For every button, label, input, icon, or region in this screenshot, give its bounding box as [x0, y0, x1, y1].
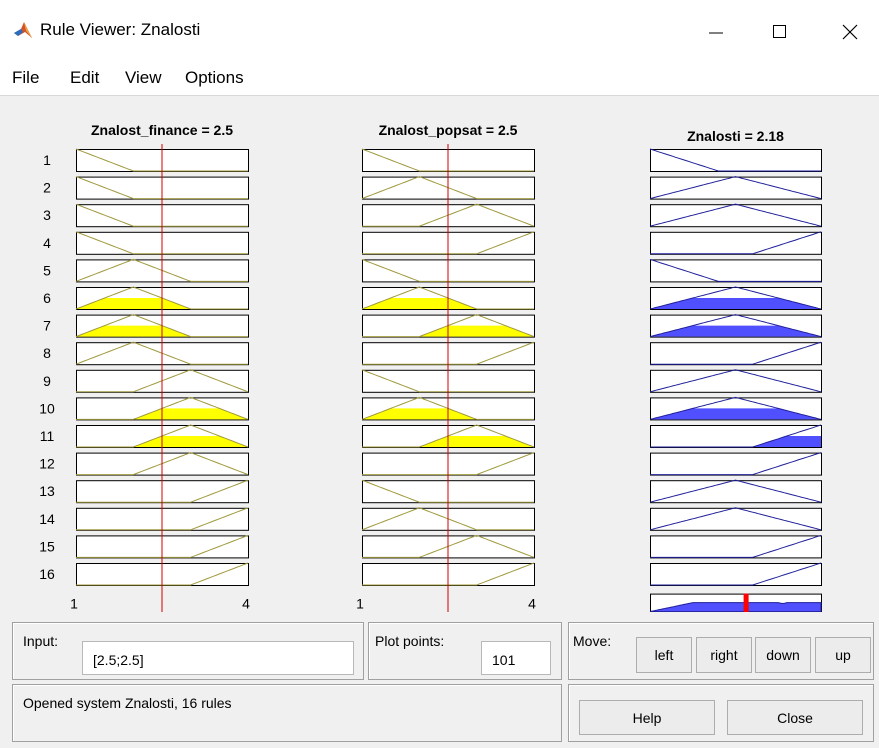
rule-output-mf-curve: [650, 562, 822, 586]
input2-axis-max: 4: [528, 596, 536, 612]
rule-number: 8: [43, 345, 51, 361]
rule-output-mf-curve: [650, 534, 822, 558]
menu-view[interactable]: View: [125, 68, 162, 87]
rule-output-mf-curve: [650, 424, 822, 448]
rule-output-mf-curve: [649, 314, 822, 338]
rule-number: 6: [43, 290, 51, 306]
menu-file[interactable]: File: [12, 68, 40, 87]
rule-number: 1: [43, 152, 51, 168]
rule-number: 3: [43, 207, 51, 223]
rule-output-box[interactable]: [650, 259, 822, 283]
rule-output-mf-curve: [649, 507, 822, 531]
input-field[interactable]: [2.5;2.5]: [82, 641, 354, 675]
minimize-button[interactable]: [693, 14, 739, 50]
rule-output-mf-curve: [649, 258, 821, 282]
output-value-marker: [743, 593, 749, 612]
rule-output-mf-curve: [650, 452, 822, 476]
rule-output-box[interactable]: [650, 342, 822, 366]
input2-title: Znalost_popsat = 2.5: [379, 122, 518, 138]
rule-number: 5: [43, 262, 51, 278]
input1-title: Znalost_finance = 2.5: [91, 122, 233, 138]
input1-axis-max: 4: [242, 596, 250, 612]
rule-output-mf-fill: [650, 298, 821, 309]
rule-number: 4: [43, 235, 51, 251]
input1-axis-min: 1: [70, 596, 78, 612]
plot-points-panel: Plot points: 101: [368, 622, 562, 680]
move-down-button[interactable]: down: [755, 637, 811, 673]
rule-output-box[interactable]: [650, 452, 822, 476]
close-button[interactable]: Close: [727, 700, 863, 735]
status-text: Opened system Znalosti, 16 rules: [23, 695, 232, 711]
rule-output-mf-curve: [649, 148, 821, 172]
status-panel: Opened system Znalosti, 16 rules: [12, 684, 562, 742]
menu-options[interactable]: Options: [185, 68, 244, 87]
rule-number: 7: [43, 318, 51, 334]
rule-output-mf-fill: [650, 325, 821, 337]
rule-output-mf-curve: [650, 341, 822, 365]
minimize-icon: [709, 32, 723, 34]
menu-bar: File Edit View Options: [0, 62, 879, 96]
rule-output-box[interactable]: [650, 507, 822, 531]
rule-output-box[interactable]: [650, 204, 822, 228]
rule-output-mf-curve: [649, 176, 822, 200]
aggregate-output-area: [649, 602, 822, 612]
rule-output-box[interactable]: [650, 480, 822, 504]
rule-output-box[interactable]: [650, 535, 822, 559]
rule-number: 11: [40, 428, 55, 444]
move-panel: Move: left right down up: [568, 622, 874, 680]
move-left-button[interactable]: left: [636, 637, 692, 673]
matlab-logo-icon: [14, 22, 32, 38]
window-title: Rule Viewer: Znalosti: [40, 20, 201, 39]
help-button[interactable]: Help: [579, 700, 715, 735]
plot-points-label: Plot points:: [375, 633, 445, 649]
rule-output-mf-fill: [650, 408, 821, 420]
input2-axis-min: 1: [356, 596, 364, 612]
menu-edit[interactable]: Edit: [70, 68, 100, 87]
move-label: Move:: [573, 633, 612, 649]
help-close-panel: Help Close: [568, 684, 874, 742]
rule-number: 16: [39, 566, 55, 582]
rule-number: 10: [39, 400, 55, 416]
rule-number: 13: [39, 483, 55, 499]
close-icon: [842, 24, 858, 40]
rule-number: 9: [43, 373, 51, 389]
rule-output-box[interactable]: [650, 369, 822, 393]
rule-number: 12: [39, 456, 55, 472]
rule-output-mf-curve: [649, 479, 822, 503]
rule-number: 14: [39, 511, 55, 527]
rule-output-mf-curve: [649, 369, 822, 393]
rule-output-mf-curve: [649, 286, 822, 310]
rule-output-mf-curve: [649, 396, 822, 420]
maximize-button[interactable]: [756, 14, 802, 50]
move-up-button[interactable]: up: [815, 637, 871, 673]
rule-output-mf-fill: [650, 436, 821, 447]
rule-output-box[interactable]: [650, 231, 822, 255]
move-right-button[interactable]: right: [696, 637, 752, 673]
rule-output-mf-curve: [650, 231, 822, 255]
close-window-button[interactable]: [827, 14, 873, 50]
title-bar: Rule Viewer: Znalosti: [0, 0, 879, 62]
rule-output-box[interactable]: [650, 563, 822, 586]
input-panel: Input: [2.5;2.5]: [12, 622, 364, 680]
input-label: Input:: [23, 633, 59, 649]
rule-output-box[interactable]: [650, 176, 822, 200]
rule-number: 15: [39, 538, 55, 554]
rule-output-mf-curve: [649, 203, 822, 227]
rule-number: 2: [43, 180, 51, 196]
plot-points-field[interactable]: 101: [481, 641, 551, 675]
rule-plots[interactable]: Znalost_finance = 2.5 Znalost_popsat = 2.…: [0, 96, 879, 612]
rule-output-box[interactable]: [650, 149, 822, 172]
output-title: Znalosti = 2.18: [687, 128, 784, 144]
maximize-icon: [773, 25, 786, 38]
